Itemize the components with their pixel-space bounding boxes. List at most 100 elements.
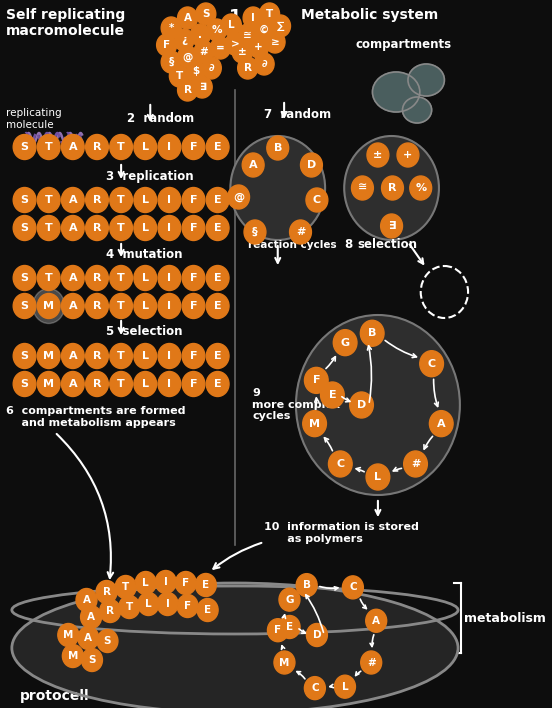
Circle shape (306, 188, 328, 212)
Text: R: R (243, 63, 252, 73)
Text: ±: ± (373, 150, 383, 160)
Text: E: E (214, 379, 221, 389)
Circle shape (110, 188, 132, 212)
Text: 6  compartments are formed
    and metabolism appears: 6 compartments are formed and metabolism… (7, 406, 186, 428)
Circle shape (13, 294, 36, 319)
Circle shape (244, 220, 266, 244)
Text: F: F (190, 195, 197, 205)
Text: ©: © (259, 25, 269, 35)
Text: L: L (142, 301, 148, 311)
Text: B: B (302, 580, 311, 590)
Circle shape (186, 60, 206, 82)
Circle shape (134, 135, 157, 159)
Circle shape (279, 615, 300, 639)
Text: E: E (202, 580, 209, 590)
Circle shape (61, 343, 84, 368)
Text: F: F (190, 142, 197, 152)
Text: F: F (184, 601, 191, 611)
Text: C: C (428, 359, 436, 369)
Text: M: M (43, 379, 54, 389)
Text: E: E (204, 605, 211, 615)
Text: E: E (214, 273, 221, 283)
Text: I: I (166, 599, 169, 609)
Circle shape (110, 215, 132, 241)
Circle shape (404, 451, 427, 477)
Text: E: E (286, 622, 293, 632)
Circle shape (61, 215, 84, 241)
Text: F: F (190, 301, 197, 311)
Circle shape (155, 571, 176, 593)
Text: T: T (45, 195, 52, 205)
Text: M: M (43, 351, 54, 361)
Text: E: E (214, 301, 221, 311)
Circle shape (38, 215, 60, 241)
Circle shape (274, 651, 295, 674)
Text: #: # (296, 227, 305, 237)
Circle shape (13, 372, 36, 396)
Text: A: A (249, 160, 257, 170)
Circle shape (410, 176, 432, 200)
Circle shape (182, 266, 205, 290)
Circle shape (157, 593, 178, 615)
Circle shape (38, 266, 60, 290)
Circle shape (206, 135, 229, 159)
Text: M: M (63, 630, 73, 640)
Text: R: R (103, 587, 110, 597)
Text: L: L (142, 351, 148, 361)
Text: I: I (251, 13, 255, 23)
Text: ∃: ∃ (388, 221, 395, 231)
Text: A: A (68, 301, 77, 311)
Text: S: S (20, 301, 29, 311)
Text: M: M (68, 651, 78, 661)
Text: reaction cycles: reaction cycles (248, 240, 336, 250)
Circle shape (110, 135, 132, 159)
Circle shape (13, 266, 36, 290)
Text: S: S (20, 273, 29, 283)
Text: T: T (117, 301, 125, 311)
Text: #: # (200, 47, 208, 57)
Circle shape (268, 619, 288, 641)
Ellipse shape (408, 64, 444, 96)
Text: protocell: protocell (20, 689, 89, 703)
Circle shape (201, 57, 221, 79)
Ellipse shape (230, 136, 325, 240)
Text: C: C (313, 195, 321, 205)
Circle shape (367, 143, 389, 167)
Text: L: L (228, 20, 235, 30)
Text: 5  selection: 5 selection (105, 325, 182, 338)
Text: $: $ (192, 66, 199, 76)
Circle shape (178, 46, 198, 68)
Text: +: + (404, 150, 412, 160)
Text: F: F (163, 40, 170, 50)
Text: .: . (198, 30, 203, 40)
Text: T: T (117, 273, 125, 283)
Circle shape (76, 588, 97, 612)
Text: +: + (254, 42, 263, 52)
Text: R: R (93, 195, 101, 205)
Text: S: S (88, 655, 95, 665)
Circle shape (13, 188, 36, 212)
Text: T: T (117, 351, 125, 361)
Text: L: L (142, 195, 148, 205)
Circle shape (361, 651, 381, 674)
Circle shape (169, 65, 189, 87)
Circle shape (13, 343, 36, 368)
Text: 1: 1 (229, 8, 241, 26)
Circle shape (321, 382, 344, 408)
Text: B: B (274, 143, 282, 153)
Text: E: E (214, 223, 221, 233)
Circle shape (206, 343, 229, 368)
Circle shape (366, 464, 390, 490)
Text: L: L (142, 273, 148, 283)
Circle shape (134, 188, 157, 212)
Circle shape (195, 573, 216, 597)
Circle shape (227, 185, 250, 209)
Circle shape (86, 188, 108, 212)
Ellipse shape (344, 136, 439, 240)
Text: 3  replication: 3 replication (105, 170, 193, 183)
Text: A: A (82, 595, 91, 605)
Text: G: G (341, 338, 350, 348)
Text: ∑: ∑ (277, 21, 284, 31)
Circle shape (158, 215, 181, 241)
Text: R: R (93, 223, 101, 233)
